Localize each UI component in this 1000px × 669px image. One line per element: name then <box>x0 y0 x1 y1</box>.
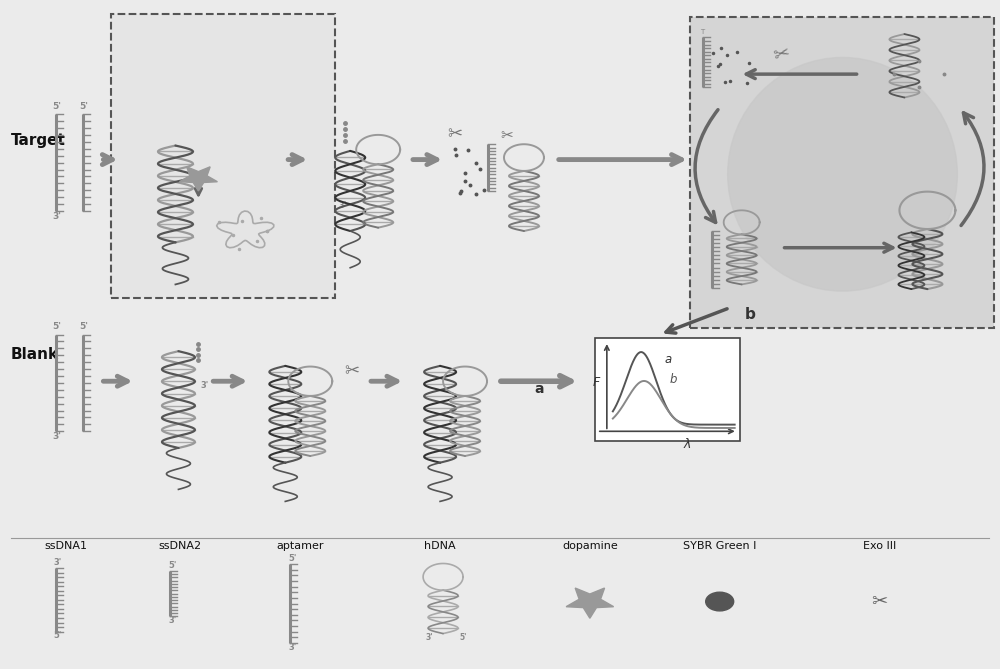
Text: ✂: ✂ <box>448 125 463 143</box>
Ellipse shape <box>728 58 957 291</box>
Bar <box>595 338 740 442</box>
Text: 5': 5' <box>53 102 62 111</box>
Text: 3': 3' <box>338 201 346 209</box>
Text: 5': 5' <box>54 632 62 640</box>
Text: 3': 3' <box>425 633 433 642</box>
Text: ssDNA1: ssDNA1 <box>44 541 87 551</box>
Text: aptamer: aptamer <box>277 541 324 551</box>
Text: F: F <box>593 377 600 389</box>
Text: a: a <box>665 353 672 365</box>
Text: 3': 3' <box>288 643 297 652</box>
Text: 5': 5' <box>80 102 89 111</box>
Text: 3': 3' <box>200 381 209 390</box>
Text: b: b <box>670 373 677 385</box>
Circle shape <box>706 592 734 611</box>
FancyBboxPatch shape <box>111 14 335 298</box>
Text: ✂: ✂ <box>345 362 360 380</box>
Text: 3': 3' <box>53 432 62 442</box>
Text: 5': 5' <box>459 633 467 642</box>
Polygon shape <box>179 167 217 191</box>
Text: λ: λ <box>684 438 691 451</box>
Text: Exo III: Exo III <box>863 541 896 551</box>
Text: Blank: Blank <box>11 347 59 362</box>
FancyBboxPatch shape <box>690 17 994 328</box>
Text: 5': 5' <box>168 561 177 570</box>
Text: ✂: ✂ <box>771 43 792 66</box>
Text: Target: Target <box>11 133 66 149</box>
Text: T: T <box>700 29 704 35</box>
Text: 3': 3' <box>168 616 177 625</box>
Text: 5': 5' <box>53 322 62 331</box>
Text: ✂: ✂ <box>501 128 513 143</box>
Text: dopamine: dopamine <box>562 541 618 551</box>
Polygon shape <box>566 588 614 618</box>
Text: ✂: ✂ <box>871 592 888 611</box>
Text: b: b <box>745 307 756 322</box>
Text: 3': 3' <box>53 212 62 221</box>
Text: hDNA: hDNA <box>424 541 456 551</box>
Text: 5': 5' <box>288 555 297 563</box>
Text: a: a <box>534 382 544 396</box>
Text: SYBR Green I: SYBR Green I <box>683 541 756 551</box>
Text: 5': 5' <box>80 322 89 331</box>
Text: 3': 3' <box>54 558 62 567</box>
Text: ssDNA2: ssDNA2 <box>159 541 202 551</box>
